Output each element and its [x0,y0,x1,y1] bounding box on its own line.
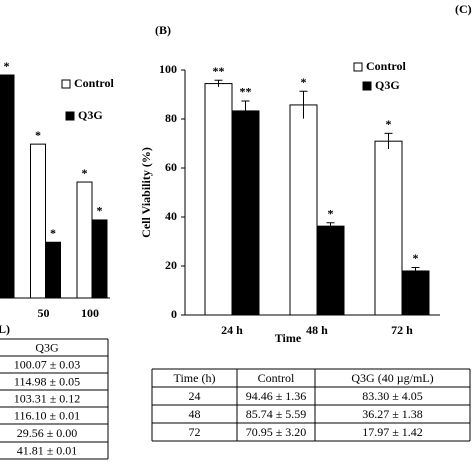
bar [316,225,345,316]
y-tick-label: 80 [165,111,177,125]
x-tick-label: 24 h [221,323,243,337]
table-header: Control [258,371,295,385]
x-tick-label: 50 [38,306,50,320]
bar [289,104,318,316]
significance-mark: * [4,59,10,73]
table-cell: 85.74 ± 5.59 [246,407,307,421]
table-cell: 94.46 ± 1.36 [246,389,307,403]
legend-label: Control [366,59,406,73]
bar [231,110,260,316]
chart-title: (B) [155,23,171,37]
x-axis-label: Time [275,331,302,345]
table-cell: 83.30 ± 4.05 [362,389,423,403]
significance-mark: * [328,207,334,221]
bar [45,241,61,299]
table-cell: 17.97 ± 1.42 [362,425,423,439]
bar [401,270,430,316]
table-cell: 103.31 ± 0.12 [14,391,81,405]
legend-label: Q3G [78,108,103,122]
table-header: Time (h) [174,371,216,385]
table-cell: 48 [189,407,201,421]
bar [30,143,46,299]
y-tick-label: 60 [165,160,177,174]
significance-mark: * [35,128,41,142]
table-cell: 29.56 ± 0.00 [17,426,78,440]
legend-swatch [61,79,71,89]
x-tick-label: 72 h [391,323,413,337]
legend-swatch [362,81,372,91]
bar [0,74,15,299]
legend-label: Control [74,76,114,90]
table-cell: 70.95 ± 3.20 [246,425,307,439]
significance-mark: * [386,117,392,131]
x-tick-label: 48 h [306,323,328,337]
significance-mark: * [413,251,419,265]
y-tick-label: 40 [165,209,177,223]
table-header: Q3G (40 µg/mL) [351,371,433,385]
bar [91,219,108,299]
x-tick-label: 100 [81,306,99,320]
x-axis-label: L) [0,322,10,336]
table-cell: 100.07 ± 0.03 [14,357,81,371]
y-axis-label: Cell Viability (%) [139,147,153,238]
bar [374,140,403,316]
bar [204,83,233,316]
significance-mark: ** [213,64,225,78]
y-tick-label: 20 [165,258,177,272]
legend-swatch [353,62,363,72]
y-tick-label: 100 [159,62,177,76]
table-header: Q3G [35,340,59,354]
significance-mark: * [97,204,103,218]
legend-swatch [65,111,75,121]
significance-mark: * [50,226,56,240]
significance-mark: ** [240,85,252,99]
significance-mark: * [301,75,307,89]
y-tick-label: 0 [171,307,177,321]
table-cell: 36.27 ± 1.38 [362,407,423,421]
legend-label: Q3G [375,78,400,92]
table-cell: 72 [189,425,201,439]
significance-mark: * [82,166,88,180]
table-cell: 24 [189,389,201,403]
bar [76,181,93,299]
panel-label: (C) [455,2,472,16]
table-cell: 116.10 ± 0.01 [14,408,80,422]
table-cell: 114.98 ± 0.05 [14,374,80,388]
table-cell: 41.81 ± 0.01 [17,443,78,457]
